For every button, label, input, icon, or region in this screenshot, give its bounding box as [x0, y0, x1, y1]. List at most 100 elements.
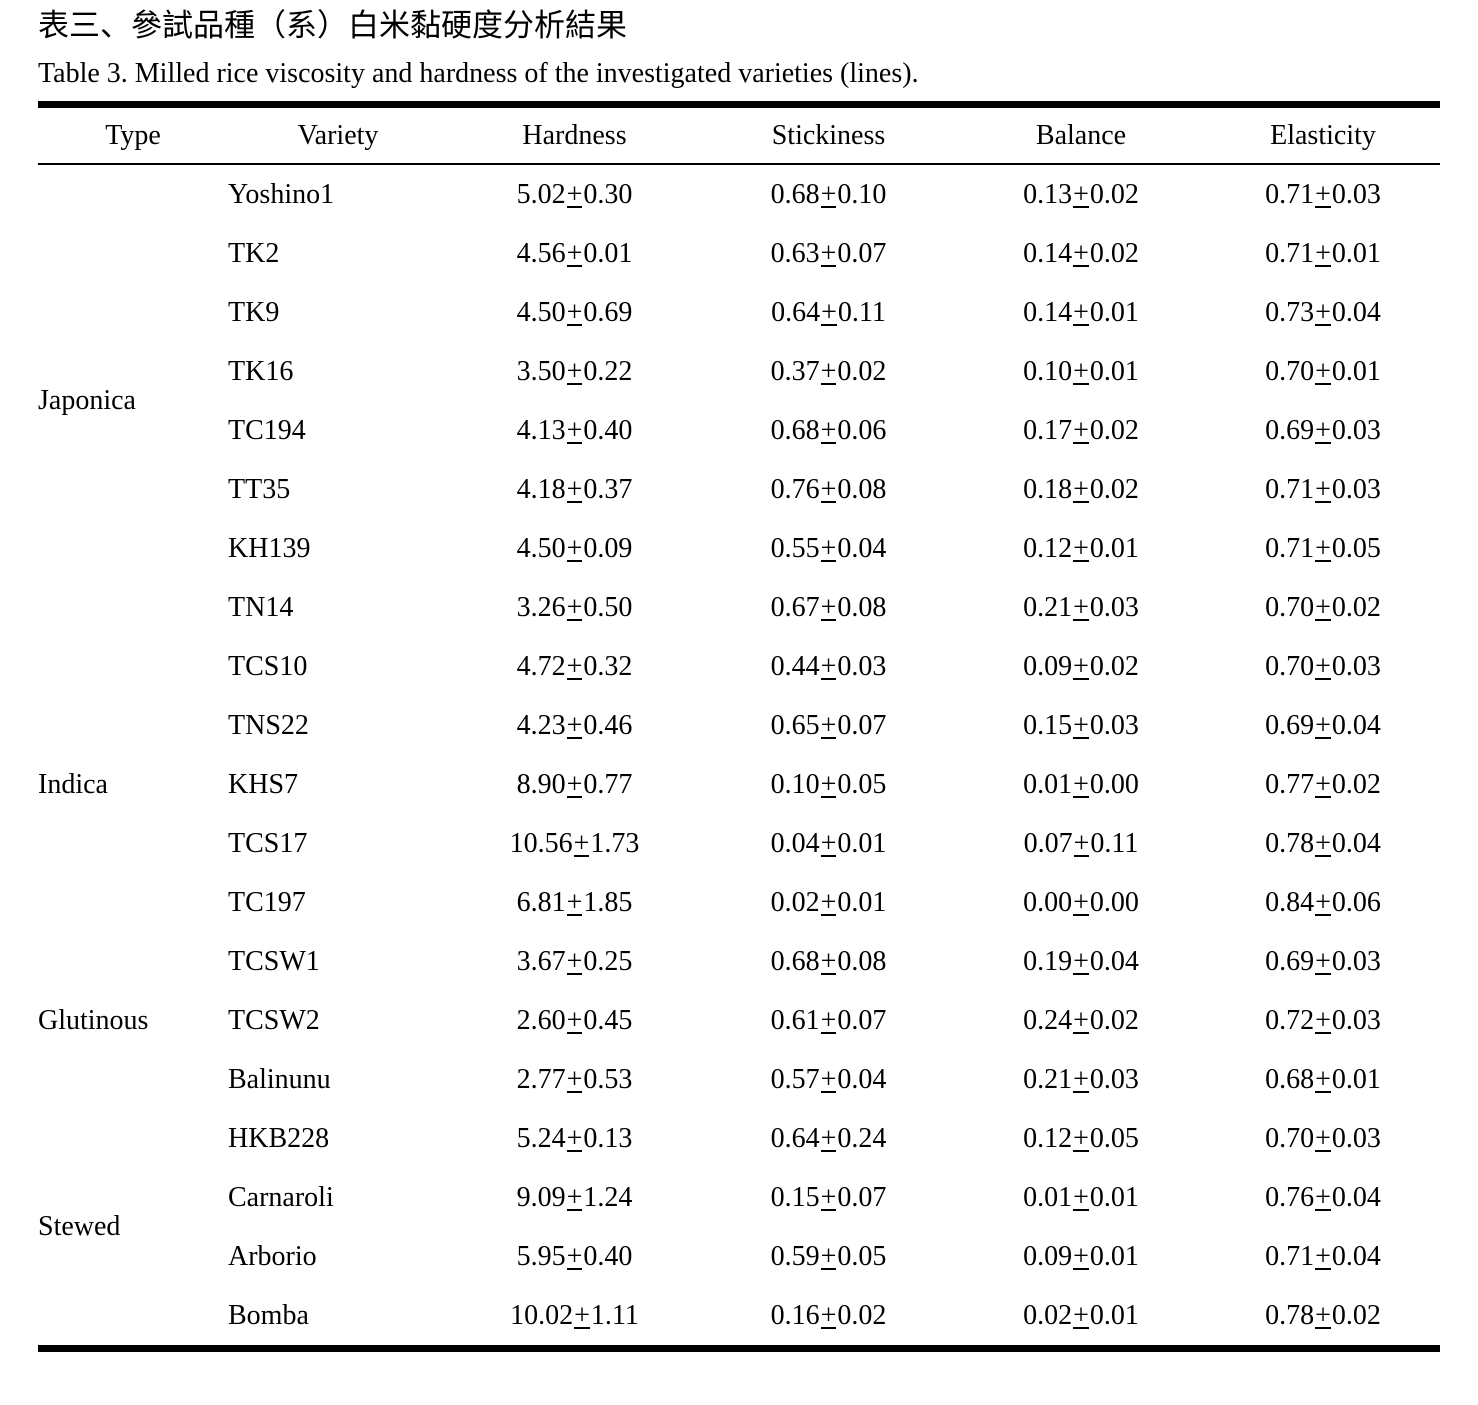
hardness-cell: 8.90+0.77: [516, 768, 633, 800]
plus-minus-symbol: +: [1073, 650, 1089, 682]
hardness-cell: 3.67+0.25: [516, 945, 633, 977]
plus-minus-symbol: +: [820, 1181, 837, 1213]
stickiness-cell: 0.15+0.07: [770, 1181, 887, 1213]
variety-cell: TNS22: [228, 709, 309, 741]
variety-cell: KHS7: [228, 768, 299, 800]
plus-minus-symbol: +: [1315, 414, 1331, 446]
plus-minus-symbol: +: [1073, 414, 1089, 446]
hardness-cell: 4.23+0.46: [516, 709, 633, 741]
elasticity-cell: 0.71+0.03: [1265, 178, 1381, 210]
plus-minus-symbol: +: [566, 473, 583, 505]
plus-minus-symbol: +: [1073, 591, 1089, 623]
type-cell: Glutinous: [38, 932, 228, 1109]
balance-cell: 0.00+0.00: [1023, 886, 1139, 918]
balance-cell: 0.18+0.02: [1023, 473, 1139, 505]
elasticity-cell: 0.69+0.04: [1265, 709, 1381, 741]
balance-cell: 0.14+0.02: [1023, 237, 1139, 269]
plus-minus-symbol: +: [566, 414, 583, 446]
balance-cell: 0.14+0.01: [1023, 296, 1139, 328]
variety-cell: TCSW2: [228, 1004, 320, 1036]
plus-minus-symbol: +: [820, 414, 837, 446]
type-cell: Japonica: [38, 164, 228, 637]
table-row: Japonica Yoshino1 5.02+0.30 0.68+0.10 0.13+0…: [38, 164, 1440, 417]
balance-cell: 0.02+0.01: [1023, 1299, 1139, 1331]
elasticity-cell: 0.69+0.03: [1265, 945, 1381, 977]
plus-minus-symbol: +: [1073, 1004, 1089, 1036]
variety-cell: KH139: [228, 532, 311, 564]
stickiness-cell: 0.10+0.05: [770, 768, 887, 800]
stickiness-cell: 0.64+0.24: [770, 1122, 887, 1154]
plus-minus-symbol: +: [566, 591, 583, 623]
table-row: Indica TCS10 4.72+0.32 0.44+0.03 0.09+0.02 0.…: [38, 637, 1440, 800]
stickiness-cell: 0.63+0.07: [770, 237, 887, 269]
plus-minus-symbol: +: [1315, 1181, 1331, 1213]
hardness-cell: 5.24+0.13: [516, 1122, 633, 1154]
stickiness-cell: 0.67+0.08: [770, 591, 887, 623]
variety-cell: Bomba: [228, 1299, 309, 1331]
plus-minus-symbol: +: [820, 768, 837, 800]
balance-cell: 0.12+0.05: [1023, 1122, 1139, 1154]
rice-viscosity-hardness-table: Type Variety Hardness Stickiness Balance…: [38, 101, 1440, 1352]
plus-minus-symbol: +: [1073, 827, 1090, 859]
elasticity-cell: 0.70+0.03: [1265, 1122, 1381, 1154]
elasticity-cell: 0.69+0.03: [1265, 414, 1381, 446]
stickiness-cell: 0.16+0.02: [770, 1299, 887, 1331]
balance-cell: 0.21+0.03: [1023, 591, 1139, 623]
plus-minus-symbol: +: [820, 827, 837, 859]
table-row: TK2 4.56+0.01 0.63+0.07 0.14+0.02 0.71+0.01: [38, 224, 1440, 283]
elasticity-cell: 0.72+0.03: [1265, 1004, 1381, 1036]
column-header-variety: Variety: [228, 104, 448, 165]
plus-minus-symbol: +: [820, 532, 837, 564]
stickiness-cell: 0.59+0.05: [770, 1240, 887, 1272]
hardness-cell: 4.72+0.32: [516, 650, 633, 682]
plus-minus-symbol: +: [1315, 1122, 1331, 1154]
plus-minus-symbol: +: [821, 296, 837, 328]
table-row: Stewed HKB228 5.24+0.13 0.64+0.24 0.12+0.05 0…: [38, 1109, 1440, 1243]
plus-minus-symbol: +: [566, 886, 583, 918]
stickiness-cell: 0.55+0.04: [770, 532, 887, 564]
stickiness-cell: 0.44+0.03: [770, 650, 887, 682]
variety-cell: TCS17: [228, 827, 308, 859]
elasticity-cell: 0.68+0.01: [1265, 1063, 1381, 1095]
plus-minus-symbol: +: [820, 355, 837, 387]
stickiness-cell: 0.68+0.10: [770, 178, 887, 210]
type-label: Indica: [38, 768, 108, 800]
variety-cell: Arborio: [228, 1240, 317, 1272]
hardness-cell: 4.18+0.37: [516, 473, 633, 505]
hardness-cell: 5.02+0.30: [516, 178, 633, 210]
balance-cell: 0.10+0.01: [1023, 355, 1139, 387]
hardness-cell: 3.50+0.22: [516, 355, 633, 387]
plus-minus-symbol: +: [1073, 1299, 1089, 1331]
table-row: Arborio 5.95+0.40 0.59+0.05 0.09+0.01 0.71+0…: [38, 1227, 1440, 1286]
plus-minus-symbol: +: [1315, 296, 1331, 328]
table-caption-english: Table 3. Milled rice viscosity and hardn…: [38, 58, 919, 89]
elasticity-cell: 0.77+0.02: [1265, 768, 1381, 800]
plus-minus-symbol: +: [1073, 1063, 1089, 1095]
elasticity-cell: 0.71+0.01: [1265, 237, 1381, 269]
elasticity-cell: 0.73+0.04: [1265, 296, 1381, 328]
balance-cell: 0.07+0.11: [1023, 827, 1139, 859]
elasticity-cell: 0.71+0.04: [1265, 1240, 1381, 1272]
balance-cell: 0.09+0.01: [1023, 1240, 1139, 1272]
plus-minus-symbol: +: [1315, 768, 1331, 800]
plus-minus-symbol: +: [1315, 886, 1331, 918]
balance-cell: 0.15+0.03: [1023, 709, 1139, 741]
stickiness-cell: 0.65+0.07: [770, 709, 887, 741]
type-cell: Stewed: [38, 1109, 228, 1349]
hardness-cell: 4.56+0.01: [516, 237, 633, 269]
balance-cell: 0.13+0.02: [1023, 178, 1139, 210]
plus-minus-symbol: +: [1315, 1299, 1331, 1331]
variety-cell: Yoshino1: [228, 178, 335, 210]
elasticity-cell: 0.71+0.05: [1265, 532, 1381, 564]
plus-minus-symbol: +: [1315, 1004, 1331, 1036]
balance-cell: 0.24+0.02: [1023, 1004, 1139, 1036]
table-header-row: Type Variety Hardness Stickiness Balance…: [38, 104, 1440, 165]
table-row: Balinunu 2.77+0.53 0.57+0.04 0.21+0.03 0.68+…: [38, 1050, 1440, 1109]
plus-minus-symbol: +: [1315, 945, 1331, 977]
plus-minus-symbol: +: [1073, 532, 1089, 564]
table-body: Japonica Yoshino1 5.02+0.30 0.68+0.10 0.13+0…: [38, 164, 1440, 1349]
variety-cell: TK16: [228, 355, 294, 387]
stickiness-cell: 0.76+0.08: [770, 473, 887, 505]
hardness-cell: 4.50+0.09: [516, 532, 633, 564]
plus-minus-symbol: +: [566, 296, 583, 328]
